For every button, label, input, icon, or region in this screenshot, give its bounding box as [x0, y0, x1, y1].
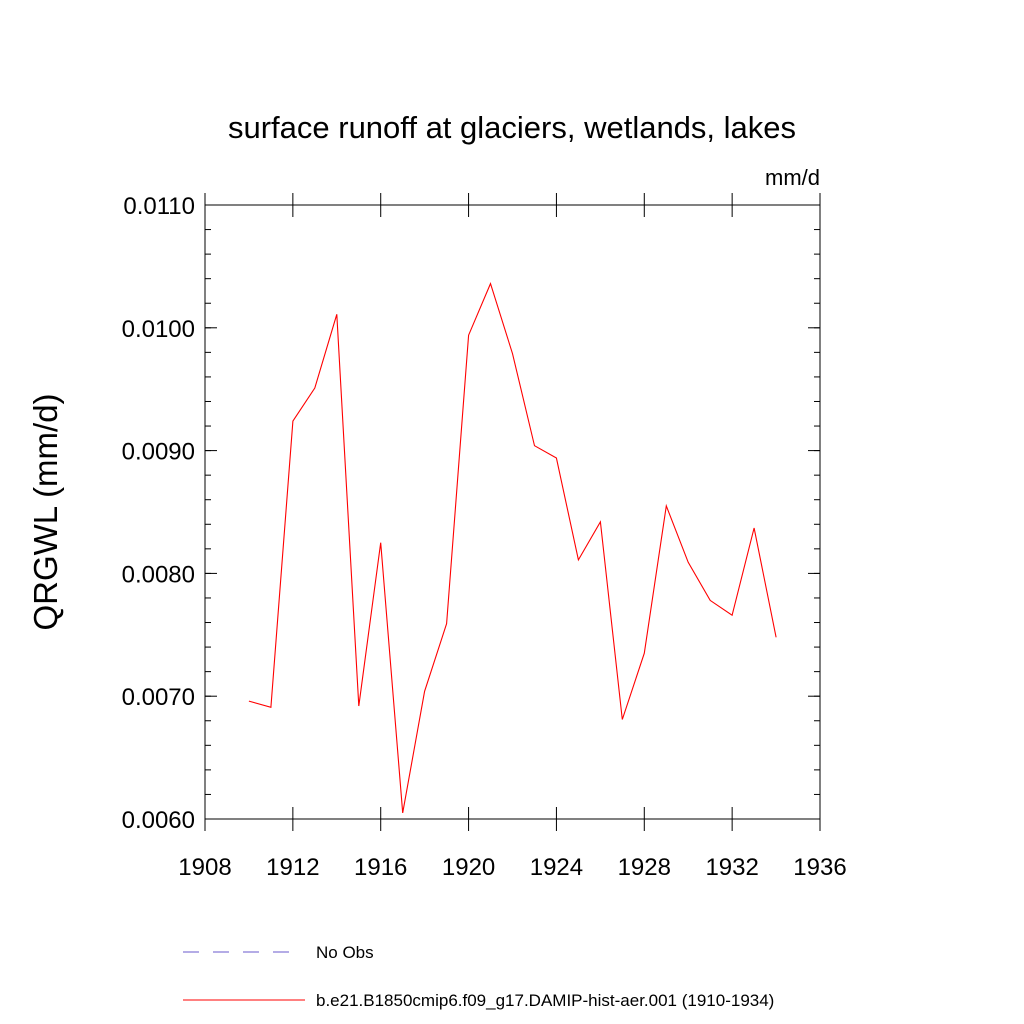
y-axis-label: QRGWL (mm/d) — [27, 393, 64, 630]
y-tick-label: 0.0100 — [122, 316, 195, 343]
series-layer — [248, 282, 777, 813]
x-tick-label: 1924 — [530, 854, 583, 881]
x-tick-label: 1928 — [618, 854, 671, 881]
x-tick-label: 1932 — [705, 854, 758, 881]
x-axis: 1908 1912 1916 1920 1924 1928 1932 1936 — [178, 193, 847, 881]
x-tick-label: 1908 — [178, 854, 231, 881]
y-tick-label: 0.0060 — [122, 807, 195, 834]
y-tick-label: 0.0070 — [122, 684, 195, 711]
legend-label: b.e21.B1850cmip6.f09_g17.DAMIP-hist-aer.… — [316, 991, 774, 1010]
plot-frame — [204, 204, 821, 820]
y-tick-label: 0.0090 — [122, 439, 195, 466]
y-tick-label: 0.0110 — [123, 193, 195, 220]
x-tick-label: 1920 — [442, 854, 495, 881]
series-line — [248, 282, 777, 813]
legend: No Obs b.e21.B1850cmip6.f09_g17.DAMIP-his… — [183, 943, 774, 1010]
x-tick-label: 1916 — [354, 854, 407, 881]
plot-border — [204, 204, 821, 820]
chart-title: surface runoff at glaciers, wetlands, la… — [228, 110, 796, 145]
y-tick-label: 0.0080 — [122, 561, 195, 588]
legend-label: No Obs — [316, 943, 374, 962]
y-axis: 0.0060 0.0070 0.0080 0.0090 0.0100 0.0110 — [122, 193, 820, 834]
x-tick-label: 1936 — [793, 854, 846, 881]
units-label: mm/d — [765, 165, 820, 190]
x-tick-label: 1912 — [266, 854, 319, 881]
